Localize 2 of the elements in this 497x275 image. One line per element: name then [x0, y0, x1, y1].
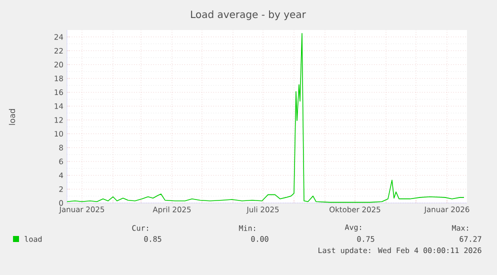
- chart-title: Load average - by year: [191, 10, 306, 20]
- y-axis-title: load: [8, 109, 16, 125]
